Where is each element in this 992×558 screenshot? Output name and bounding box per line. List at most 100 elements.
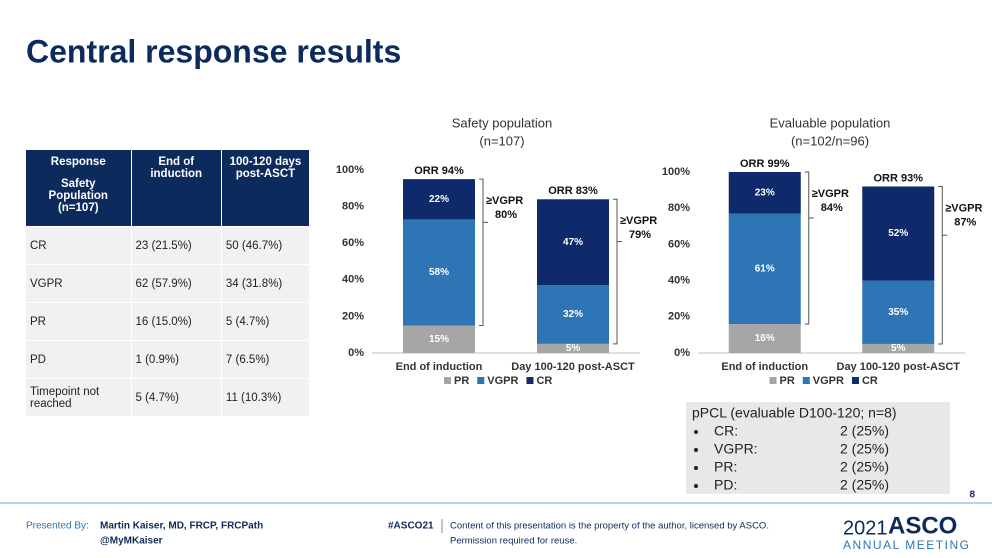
logo-name: ASCO: [888, 512, 957, 539]
notice: Content of this presentation is the prop…: [450, 521, 769, 532]
y-tick-label: 60%: [342, 237, 364, 249]
bracket: [938, 185, 943, 345]
header-text: Response: [50, 156, 106, 168]
legend-swatch: [851, 377, 859, 384]
table-cell: 50 (46.7%): [221, 226, 311, 265]
table-cell: 23 (21.5%): [131, 226, 222, 265]
header-row: Response Safety Population (n=107) End of …: [26, 150, 311, 227]
chart-title: Evaluable population: [770, 115, 891, 130]
x-tick-label: Day 100-120 post-ASCT: [511, 361, 635, 373]
hashtag: #ASCO21: [388, 521, 434, 532]
vgpr-label: ≥VGPR: [945, 202, 982, 214]
notice: Permission required for reuse.: [450, 536, 577, 547]
table-row: PD 1 (0.9%) 7 (6.5%): [26, 340, 311, 379]
table-cell: 62 (57.9%): [131, 264, 222, 303]
y-tick-label: 40%: [668, 275, 690, 287]
bullet: [694, 448, 698, 452]
legend-swatch: [802, 377, 810, 384]
value-label: 47%: [563, 237, 583, 248]
legend-swatch: [526, 377, 534, 384]
vgpr-label: ≥VGPR: [812, 188, 849, 200]
orr-label: ORR 99%: [740, 158, 790, 170]
vgpr-label: ≥VGPR: [620, 215, 657, 227]
table-cell: 5 (4.7%): [221, 302, 311, 341]
logo-sub: ANNUAL MEETING: [843, 538, 969, 552]
legend-swatch: [769, 377, 777, 384]
bar-segment: [862, 343, 935, 353]
y-tick-label: 0%: [348, 347, 364, 359]
y-tick-label: 80%: [342, 201, 364, 213]
header-cell: End of induction: [131, 150, 222, 227]
slide-title: Central response results: [26, 33, 401, 69]
page-number: 8: [969, 490, 975, 501]
response-table: Response Safety Population (n=107) End of …: [26, 150, 311, 416]
value-label: 61%: [755, 263, 775, 274]
bar-segment: [403, 179, 475, 220]
header-text: 100-120 days post-ASCT: [229, 156, 302, 180]
value-label: 22%: [429, 194, 449, 205]
vgpr-label: ≥VGPR: [486, 195, 523, 207]
table-cell: 5 (4.7%): [131, 378, 222, 416]
orr-label: ORR 93%: [873, 172, 923, 184]
chart-title: Safety population: [452, 115, 552, 130]
vgpr-value: 80%: [495, 209, 517, 221]
chart-subtitle: (n=107): [479, 133, 524, 148]
header-sub: Safety Population (n=107): [48, 178, 108, 214]
bar-segment: [728, 213, 801, 325]
vgpr-value: 79%: [629, 229, 651, 241]
legend-label: CR: [862, 375, 878, 387]
bar-segment: [728, 172, 801, 214]
value-label: 32%: [563, 309, 583, 320]
vgpr-value: 87%: [954, 216, 976, 228]
legend-swatch: [477, 377, 485, 384]
orr-label: ORR 94%: [414, 165, 464, 177]
y-tick-label: 60%: [668, 238, 690, 250]
table-cell: PR: [26, 302, 132, 341]
value-label: 16%: [755, 333, 775, 344]
table-row: VGPR 62 (57.9%) 34 (31.8%): [26, 264, 311, 303]
ppcl-value: 2 (25%): [840, 441, 889, 457]
header-text: End of induction: [150, 156, 203, 180]
bar-segment: [728, 324, 801, 353]
bar-segment: [862, 186, 935, 281]
ppcl-value: 2 (25%): [840, 477, 889, 493]
handle: @MyMKaiser: [100, 536, 163, 547]
y-tick-label: 40%: [342, 274, 364, 286]
bracket: [613, 198, 618, 345]
orr-label: ORR 83%: [548, 185, 598, 197]
header-cell: Response Safety Population (n=107): [26, 150, 132, 227]
x-tick-label: End of induction: [396, 361, 483, 373]
bar-segment: [537, 343, 609, 353]
ppcl-value: 2 (25%): [840, 459, 889, 475]
y-tick-label: 100%: [662, 166, 690, 178]
value-label: 58%: [429, 267, 449, 278]
x-tick-label: End of induction: [721, 361, 808, 373]
bar-segment: [403, 219, 475, 326]
vgpr-value: 84%: [821, 202, 843, 214]
legend-label: CR: [536, 375, 552, 387]
bullet: [694, 484, 698, 488]
bar-segment: [537, 285, 609, 344]
table-cell: 11 (10.3%): [221, 378, 311, 416]
table-cell: 1 (0.9%): [131, 340, 222, 379]
logo-year: 2021: [843, 517, 888, 539]
ppcl-label: PR:: [714, 459, 737, 475]
ppcl-label: VGPR:: [714, 441, 758, 457]
y-tick-label: 20%: [342, 310, 364, 322]
value-label: 15%: [429, 334, 449, 345]
ppcl-label: CR:: [714, 423, 738, 439]
legend-label: PR: [454, 375, 469, 387]
bullet: [694, 466, 698, 470]
y-tick-label: 80%: [668, 202, 690, 214]
table-row: CR 23 (21.5%) 50 (46.7%): [26, 226, 311, 265]
legend-label: VGPR: [813, 375, 844, 387]
bracket: [479, 178, 484, 327]
table-cell: 7 (6.5%): [221, 340, 311, 379]
bar-segment: [403, 325, 475, 353]
ppcl-label: PD:: [714, 477, 737, 493]
x-tick-label: Day 100-120 post-ASCT: [837, 361, 961, 373]
table-row: PR 16 (15.0%) 5 (4.7%): [26, 302, 311, 341]
ppcl-title: pPCL (evaluable D100-120; n=8): [692, 405, 897, 421]
bracket: [804, 171, 810, 325]
